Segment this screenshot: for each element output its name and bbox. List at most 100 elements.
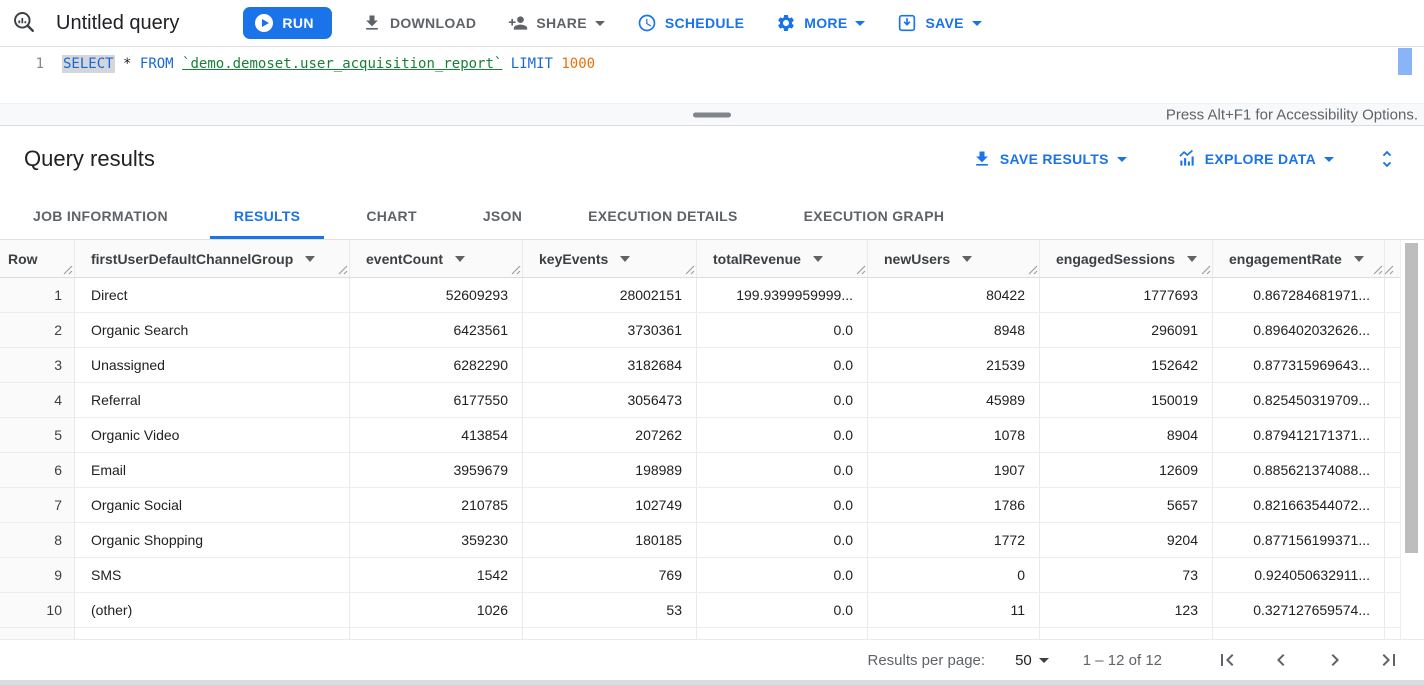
more-button[interactable]: MORE xyxy=(768,7,873,39)
bar-chart-trend-icon xyxy=(1179,149,1194,166)
table-cell: 53 xyxy=(523,593,697,627)
sql-keyword-limit: LIMIT xyxy=(510,56,553,72)
column-resize-handle[interactable] xyxy=(1028,265,1038,275)
expand-results-button[interactable] xyxy=(1372,144,1402,174)
column-header-label: totalRevenue xyxy=(713,250,801,267)
table-cell: 0.885621374088... xyxy=(1213,453,1385,487)
table-row: 5 Organic Video 413854 207262 0.0 1078 8904 0.8… xyxy=(0,418,1424,453)
first-page-button[interactable] xyxy=(1214,647,1240,673)
tab-json[interactable]: JSON xyxy=(482,207,523,224)
chevron-left-icon xyxy=(1277,654,1285,666)
table-cell: 45989 xyxy=(868,383,1040,417)
table-cell: 0.0 xyxy=(697,348,868,382)
table-cell: 0.821663544072... xyxy=(1213,488,1385,522)
table-cell: 1.0 xyxy=(1213,628,1385,639)
tab-execution-graph[interactable]: EXECUTION GRAPH xyxy=(803,207,945,224)
column-header-engagedSessions[interactable]: engagedSessions xyxy=(1040,240,1213,277)
sort-caret-icon[interactable] xyxy=(962,255,973,262)
table-cell: 9204 xyxy=(1040,523,1213,557)
horizontal-scrollbar-track[interactable] xyxy=(0,680,1424,685)
table-body: 1 Direct 52609293 28002151 199.9399959999...… xyxy=(0,278,1424,639)
column-header-newUsers[interactable]: newUsers xyxy=(868,240,1040,277)
table-cell: 198989 xyxy=(523,453,697,487)
table-cell: 0.924050632911... xyxy=(1213,558,1385,592)
splitter-drag-handle[interactable] xyxy=(693,112,731,117)
column-resize-handle[interactable] xyxy=(63,265,73,275)
download-button[interactable]: DOWNLOAD xyxy=(354,7,484,39)
table-cell: 73 xyxy=(1040,558,1213,592)
table-cell: Organic Shopping xyxy=(75,523,350,557)
table-cell: 359230 xyxy=(350,523,523,557)
sql-table-reference-link[interactable]: `demo.demoset.user_acquisition_report` xyxy=(182,56,503,72)
sql-editor[interactable]: 1 SELECT * FROM `demo.demoset.user_acqui… xyxy=(0,47,1424,103)
tab-execution-details[interactable]: EXECUTION DETAILS xyxy=(588,207,738,224)
column-header-filler xyxy=(1384,240,1395,277)
column-header-engagementRate[interactable]: engagementRate xyxy=(1213,240,1385,277)
column-resize-handle[interactable] xyxy=(511,265,521,275)
column-resize-handle[interactable] xyxy=(1373,265,1383,275)
sql-code-line[interactable]: SELECT * FROM `demo.demoset.user_acquisi… xyxy=(62,47,595,103)
table-row: 1 Direct 52609293 28002151 199.9399959999...… xyxy=(0,278,1424,313)
page-size-select[interactable]: 50 xyxy=(1015,652,1049,669)
row-number-cell: 4 xyxy=(0,383,75,417)
table-row: 8 Organic Shopping 359230 180185 0.0 1772 9204… xyxy=(0,523,1424,558)
column-resize-handle[interactable] xyxy=(1201,265,1211,275)
previous-page-button[interactable] xyxy=(1268,647,1294,673)
person-add-icon xyxy=(509,16,528,30)
tab-job-information[interactable]: JOB INFORMATION xyxy=(33,207,168,224)
column-header-totalRevenue[interactable]: totalRevenue xyxy=(697,240,868,277)
table-cell: Organic Video xyxy=(75,418,350,452)
page-range-label: 1 – 12 of 12 xyxy=(1082,651,1162,669)
column-header-label: engagementRate xyxy=(1229,250,1342,267)
table-cell: 0.0 xyxy=(697,313,868,347)
explore-data-button[interactable]: EXPLORE DATA xyxy=(1169,143,1342,175)
sort-caret-icon[interactable] xyxy=(455,255,465,262)
sort-caret-icon[interactable] xyxy=(1187,255,1198,262)
table-cell: 28002151 xyxy=(523,278,697,312)
tab-results[interactable]: RESULTS xyxy=(209,192,325,239)
column-header-firstUserDefaultChannelGroup[interactable]: firstUserDefaultChannelGroup xyxy=(75,240,350,277)
run-button[interactable]: RUN xyxy=(243,7,332,39)
table-cell: 199.9399959999... xyxy=(697,278,868,312)
sort-caret-icon[interactable] xyxy=(305,255,316,262)
schedule-button[interactable]: SCHEDULE xyxy=(629,7,752,39)
sql-keyword-select: SELECT xyxy=(62,55,115,73)
next-page-button[interactable] xyxy=(1322,647,1348,673)
table-cell: 12609 xyxy=(1040,453,1213,487)
table-cell: Organic Search xyxy=(75,313,350,347)
table-cell: 0.879412171371... xyxy=(1213,418,1385,452)
pagination-footer: Results per page: 50 1 – 12 of 12 xyxy=(0,639,1424,680)
last-page-button[interactable] xyxy=(1376,647,1402,673)
table-cell: 8948 xyxy=(868,313,1040,347)
chevron-down-icon xyxy=(594,20,605,26)
column-header-eventCount[interactable]: eventCount xyxy=(350,240,523,277)
query-toolbar: Untitled query RUN DOWNLOAD SHARE SCHEDU… xyxy=(0,0,1424,47)
table-cell: 180185 xyxy=(523,523,697,557)
table-cell: 0.327127659574... xyxy=(1213,593,1385,627)
share-button[interactable]: SHARE xyxy=(500,7,613,39)
table-scrollbar-thumb[interactable] xyxy=(1405,243,1418,553)
query-results-title: Query results xyxy=(24,146,155,171)
table-cell: 8904 xyxy=(1040,418,1213,452)
column-resize-handle[interactable] xyxy=(685,265,695,275)
sort-caret-icon[interactable] xyxy=(620,255,631,262)
table-cell: 296091 xyxy=(1040,313,1213,347)
column-resize-handle[interactable] xyxy=(338,265,348,275)
save-results-button[interactable]: SAVE RESULTS xyxy=(964,143,1135,175)
chevron-down-icon xyxy=(971,20,982,26)
editor-results-splitter: Press Alt+F1 for Accessibility Options. xyxy=(0,103,1424,126)
editor-scrollbar-thumb[interactable] xyxy=(1398,48,1412,75)
table-cell: (other) xyxy=(75,593,350,627)
tab-chart[interactable]: CHART xyxy=(366,207,417,224)
column-header-keyEvents[interactable]: keyEvents xyxy=(523,240,697,277)
sort-caret-icon[interactable] xyxy=(812,255,823,262)
table-header-row: Row firstUserDefaultChannelGroup eventCoun… xyxy=(0,240,1424,278)
sql-star: * xyxy=(123,56,132,72)
sort-caret-icon[interactable] xyxy=(1353,255,1364,262)
column-resize-handle[interactable] xyxy=(1384,265,1394,275)
table-scrollbar-track[interactable] xyxy=(1400,240,1424,639)
save-button[interactable]: SAVE xyxy=(889,7,989,39)
table-cell: 0.0 xyxy=(697,453,868,487)
column-resize-handle[interactable] xyxy=(856,265,866,275)
